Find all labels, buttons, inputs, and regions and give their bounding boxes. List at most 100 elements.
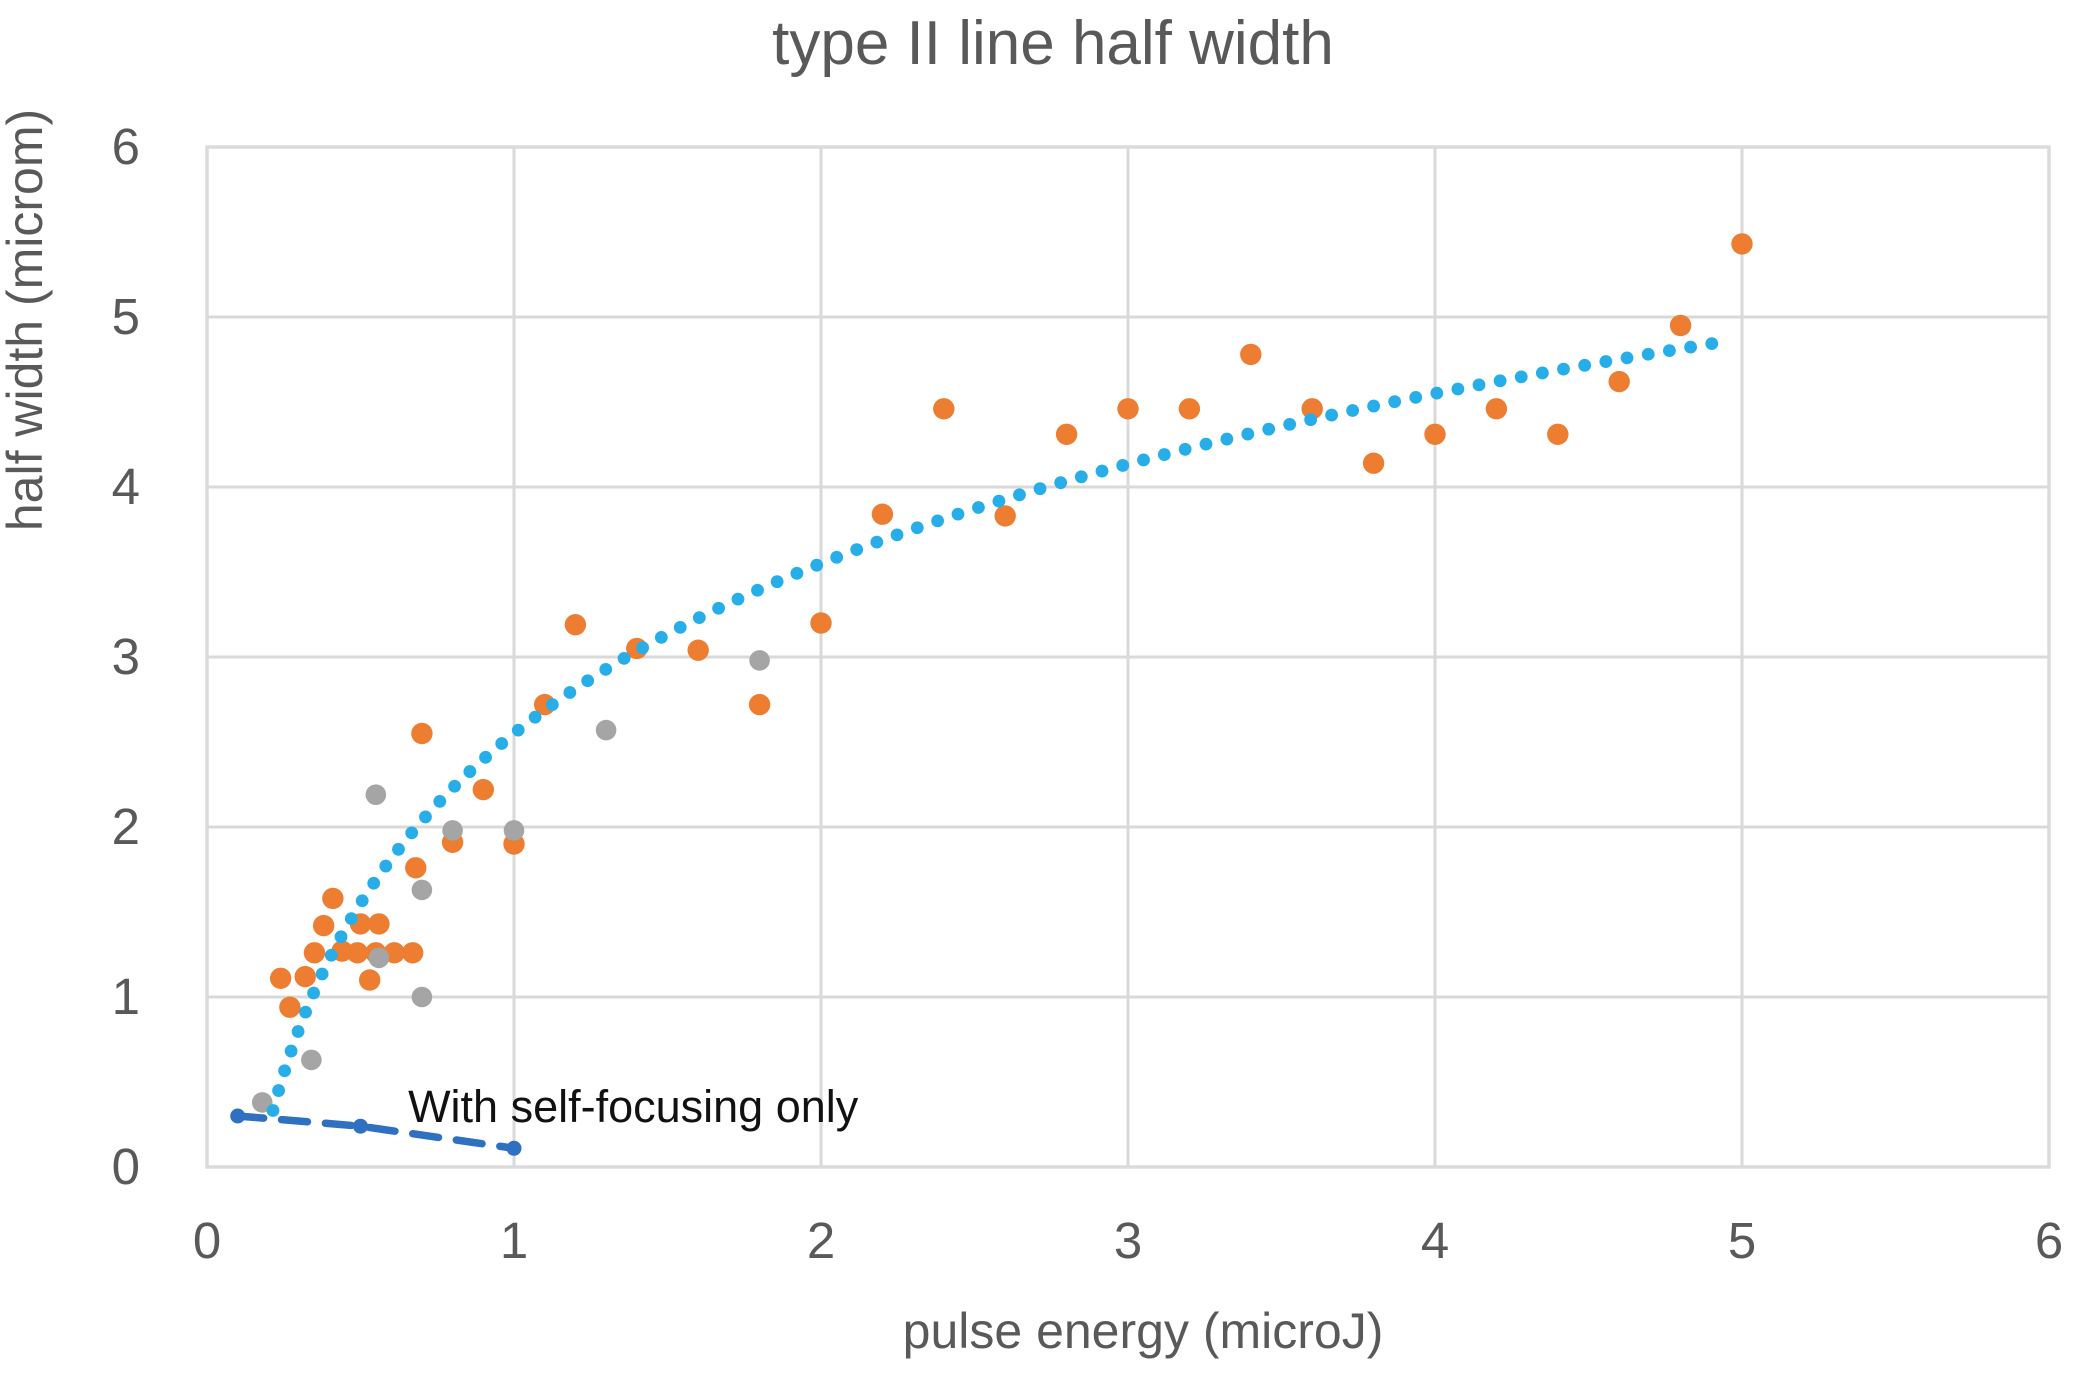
trend-dot [790,566,804,580]
orange-point [871,503,894,525]
trend-dot [495,737,509,750]
trend-dot [1493,374,1507,388]
trend-dot [673,620,687,634]
orange-point [748,693,771,716]
orange-point [1055,423,1078,445]
self-focusing-marker [353,1118,368,1134]
y-tick-label: 2 [112,798,140,855]
orange-point [810,612,832,634]
trend-dot [1304,413,1318,427]
orange-point [368,913,390,935]
orange-point [269,967,292,989]
trend-dot [1157,448,1171,461]
y-tick-label: 5 [112,288,140,345]
trend-dot [563,686,577,699]
gray-point [411,986,433,1008]
gray-series [251,650,770,1113]
trend-dot [1199,437,1213,451]
trend-dot [278,1064,292,1078]
trend-dot [910,521,924,535]
gray-point [442,820,463,841]
trend-dot [1388,395,1402,409]
trend-dot [1346,404,1360,417]
trend-dot [1013,488,1026,502]
trend-dot [1451,382,1465,396]
trend-dot [1514,370,1528,384]
y-tick-label: 0 [112,1138,140,1195]
trend-dot [1262,422,1276,436]
trend-dot [1283,417,1297,431]
trendline-dots [266,337,1719,1117]
trend-dot [479,750,492,764]
trend-dot [1325,408,1339,422]
x-axis-title: pulse energy (microJ) [903,1303,1384,1359]
gray-point [411,879,433,901]
trend-dot [307,986,320,1000]
trend-dot [1662,344,1676,358]
trend-dot [272,1084,285,1097]
trend-dot [1409,390,1423,404]
trend-dot [931,514,945,528]
gray-point [368,947,390,969]
trend-dot [1641,347,1655,361]
trend-dot [1178,442,1192,456]
trend-dot [830,550,844,564]
trend-dot [1116,459,1130,472]
trend-dot [1705,337,1719,351]
gray-point [301,1049,322,1071]
chart-title: type II line half width [772,9,1334,78]
trend-dot [379,859,393,873]
trend-dot [636,641,650,655]
trend-dot [284,1044,298,1058]
trend-dot [299,1005,312,1019]
orange-point [1240,343,1262,366]
trend-dot [392,842,405,856]
trend-dot [1684,340,1698,354]
orange-point [1362,452,1385,474]
trend-dot [599,662,613,676]
orange-point [303,942,326,964]
trend-dot [291,1025,305,1038]
trend-dot [770,575,784,589]
trend-dot [324,948,338,962]
trend-dot [890,528,904,542]
gray-point [749,650,770,671]
trend-dot [972,501,985,514]
trend-dot [448,779,461,793]
trend-dot [266,1104,280,1117]
x-tick-label: 1 [500,1212,528,1269]
plot-border [205,145,2051,1169]
trend-dot [1367,399,1381,413]
gray-point [595,719,617,741]
trend-dot [315,967,329,981]
trend-dot [1074,470,1088,484]
orange-point [1547,423,1569,445]
trend-dot [1557,362,1570,376]
trend-dot [463,765,477,778]
gray-point [503,820,525,841]
trend-dot [870,535,884,549]
trend-dot [617,651,631,665]
orange-point [411,722,433,745]
trend-dot [1220,432,1234,446]
trend-dot [433,794,447,808]
trend-dot [1430,386,1444,400]
trend-dot [810,558,824,572]
trend-dot [334,930,348,944]
orange-point [1117,398,1139,420]
trend-dot [511,723,525,737]
x-tick-label: 4 [1421,1212,1449,1269]
trend-dot [692,611,706,625]
trend-dot [1620,351,1634,365]
orange-point [1669,314,1692,337]
self-focusing-marker [230,1108,246,1124]
trend-dot [1578,358,1592,372]
trend-dot [1535,366,1549,380]
trend-dot [405,826,419,840]
trend-dot [951,507,965,521]
trend-dot [850,543,864,557]
orange-point [279,996,301,1018]
trend-dot [528,710,542,724]
orange-point [401,942,424,964]
